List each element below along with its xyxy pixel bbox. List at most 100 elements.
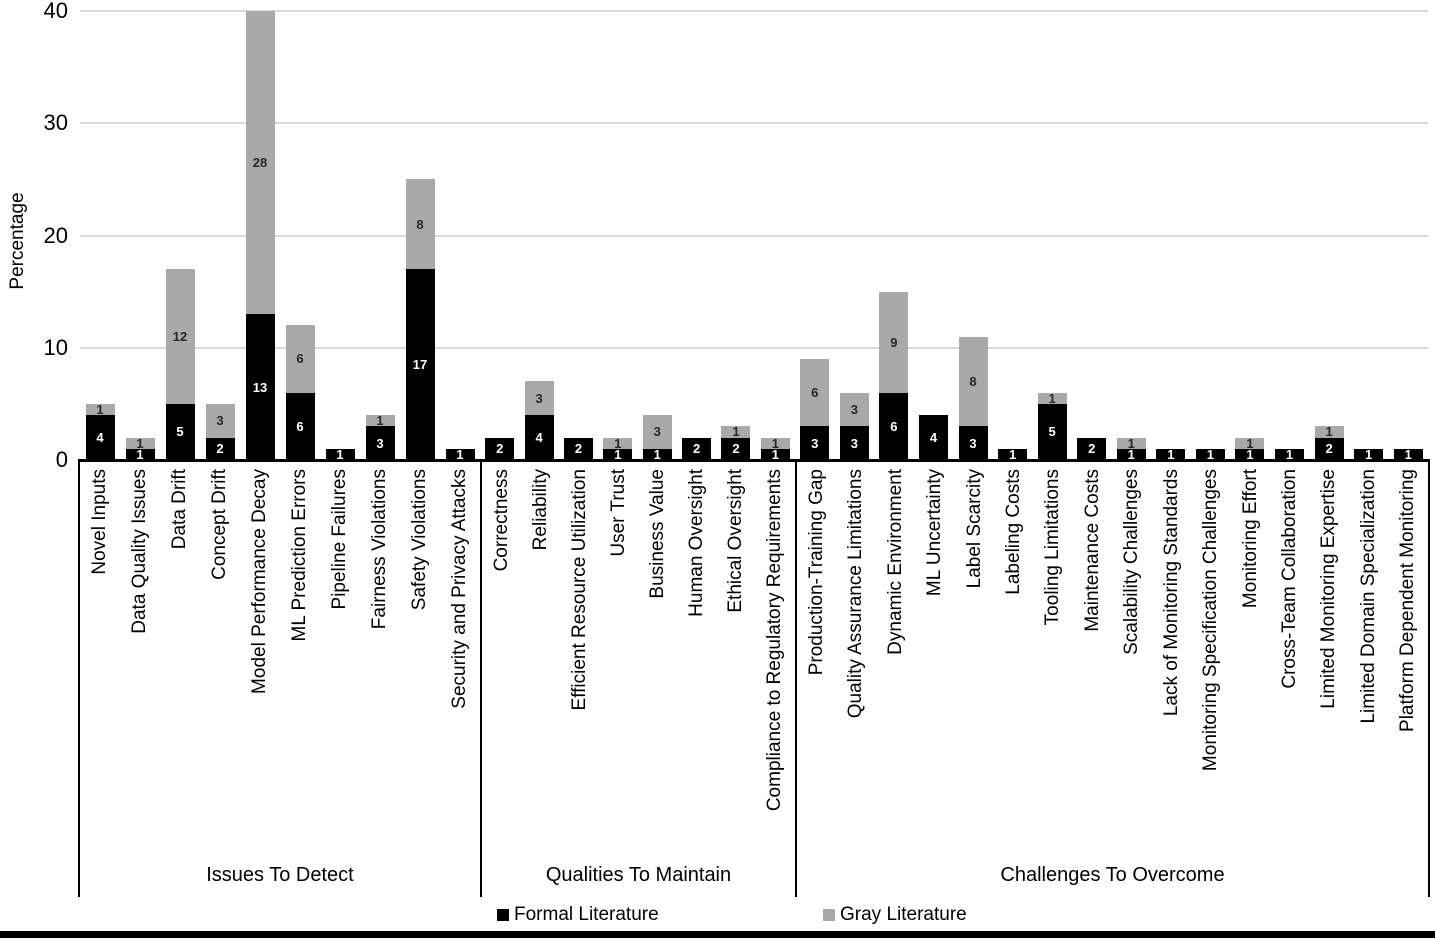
gray-segment: 12: [165, 269, 195, 404]
gray-value-label: 12: [172, 329, 188, 345]
bar-stack: 1: [1195, 446, 1225, 462]
legend-label-gray-literature: Gray Literature: [840, 904, 967, 925]
gridline-30: [80, 122, 1428, 125]
formal-value-label: 2: [692, 441, 701, 457]
formal-value-label: 4: [96, 430, 104, 446]
gray-literature-swatch: [823, 909, 835, 921]
formal-value-label: 6: [296, 418, 304, 434]
category-label-slot: User Trust: [599, 462, 638, 897]
bar-slot: 8 17: [400, 11, 440, 460]
bar-stack: 1: [998, 448, 1028, 461]
category-label: User Trust: [607, 469, 629, 557]
gray-segment: 8: [405, 179, 435, 270]
formal-value-label: 4: [535, 430, 543, 446]
gridline-40: [80, 10, 1428, 12]
category-label-slot: Safety Violations: [400, 462, 440, 897]
bar-stack: 1: [1354, 448, 1384, 461]
formal-value-label: 6: [890, 418, 898, 434]
category-label: ML Prediction Errors: [289, 469, 311, 642]
gray-segment: 1: [1037, 392, 1067, 405]
gray-value-label: 1: [732, 424, 740, 440]
gray-segment: 3: [642, 415, 672, 449]
gray-segment: 1: [1314, 425, 1344, 438]
category-label-slot: Novel Inputs: [80, 462, 120, 897]
category-label-slot: Human Oversight: [678, 462, 717, 897]
gray-segment: 1: [125, 437, 155, 450]
category-label-slot: Concept Drift: [200, 462, 240, 897]
formal-value-label: 17: [412, 357, 428, 373]
bar-stack: 2: [1077, 437, 1107, 460]
category-label-slot: Fairness Violations: [360, 462, 400, 897]
category-label-slot: Limited Domain Specialization: [1349, 462, 1388, 897]
label-band-group-2: Production-Training Gap Quality Assurance…: [795, 462, 1430, 897]
figure-bottom-border: [0, 931, 1435, 938]
category-labels-band: Novel Inputs Data Quality Issues Data Drif…: [78, 462, 1430, 897]
gray-value-label: 9: [890, 334, 898, 350]
category-label-slot: Lack of Monitoring Standards: [1152, 462, 1191, 897]
category-label: Ethical Oversight: [725, 469, 747, 613]
formal-value-label: 2: [1325, 441, 1333, 457]
bar-slot: 1: [440, 11, 480, 461]
gray-value-label: 8: [416, 216, 424, 232]
category-label-slot: ML Prediction Errors: [280, 462, 320, 897]
y-tick-label-30: 30: [43, 110, 68, 136]
category-label: Concept Drift: [209, 469, 231, 580]
formal-literature-swatch: [497, 909, 509, 921]
formal-value-label: 2: [574, 441, 583, 457]
category-label: Novel Inputs: [89, 469, 111, 575]
formal-value-label: 1: [136, 446, 144, 462]
formal-value-label: 1: [336, 446, 344, 462]
bars-row: 1 4 1 1 12 5 3 2 28 13 6 6 1 1 3 8 17 1 2 3 4 2 1 1 3 1 2 1 2 1 1 6 3 3 3 9…: [80, 11, 1428, 462]
formal-segment: 3: [365, 426, 395, 460]
gray-segment: 1: [1235, 437, 1265, 450]
category-label: Business Value: [647, 469, 669, 599]
formal-segment: 1: [445, 448, 475, 461]
gray-segment: 28: [245, 11, 275, 315]
category-label: Compliance to Regulatory Requirements: [764, 469, 786, 812]
category-label-slot: Efficient Resource Utilization: [560, 462, 599, 897]
y-tick-label-20: 20: [43, 222, 68, 248]
x-axis-line: [78, 459, 1430, 462]
category-label: Data Quality Issues: [129, 469, 151, 634]
category-label: Model Performance Decay: [249, 469, 271, 694]
bar-stack: 1: [1393, 448, 1423, 461]
category-label: Safety Violations: [409, 469, 431, 611]
legend-item-formal-literature: Formal Literature: [497, 903, 659, 927]
category-label: Labeling Costs: [1002, 469, 1024, 595]
category-label-slot: ML Uncertainty: [915, 462, 954, 897]
bar-slot: 1: [1270, 11, 1310, 461]
category-label: Data Drift: [169, 469, 191, 550]
formal-segment: 4: [85, 415, 115, 460]
formal-value-label: 2: [216, 441, 224, 457]
formal-segment: 1: [998, 448, 1028, 461]
formal-segment: 4: [524, 415, 554, 460]
formal-value-label: 1: [1206, 446, 1215, 462]
formal-segment: 1: [603, 448, 633, 461]
bar-stack: 1: [445, 448, 475, 461]
category-label: Pipeline Failures: [329, 469, 351, 610]
bar-stack: 2: [485, 437, 515, 460]
category-label: ML Uncertainty: [924, 469, 946, 597]
bar-slot: 1: [1388, 11, 1428, 461]
formal-value-label: 5: [1048, 424, 1056, 440]
bar-group-0: 1 4 1 1 12 5 3 2 28 13 6 6 1 1 3 8 17 1: [80, 11, 480, 462]
category-label-slot: Quality Assurance Limitations: [836, 462, 875, 897]
bar-slot: 1: [320, 11, 360, 462]
category-label: Lack of Monitoring Standards: [1160, 469, 1182, 717]
formal-value-label: 1: [1167, 446, 1175, 462]
bar-slot: 28 13: [240, 11, 280, 460]
gray-segment: 8: [958, 336, 988, 427]
bar-stack: 8 17: [405, 179, 435, 460]
